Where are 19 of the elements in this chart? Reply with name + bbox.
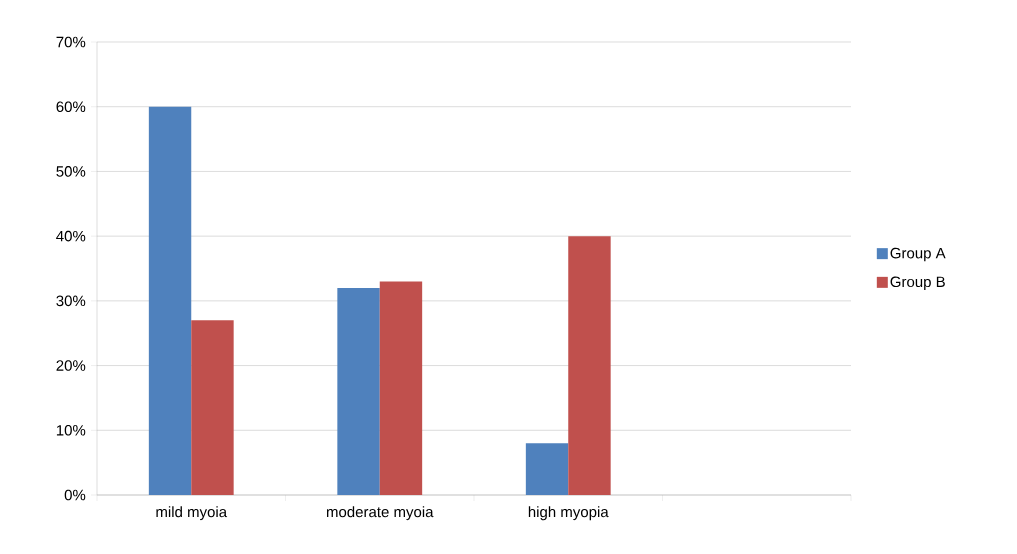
- bar: [525, 443, 569, 495]
- bar: [191, 320, 234, 495]
- y-tick-label: 10%: [56, 424, 86, 436]
- y-tick-label: 20%: [56, 360, 86, 371]
- bar: [148, 106, 192, 495]
- bar: [337, 287, 380, 495]
- x-tick-label: mild myoia: [156, 506, 228, 521]
- bar: [379, 281, 423, 495]
- x-tick-label: moderate myoia: [326, 506, 434, 521]
- y-tick-label: 70%: [56, 36, 86, 48]
- y-tick-label: 30%: [56, 295, 86, 307]
- y-tick-label: 60%: [56, 101, 86, 113]
- y-tick-label: 40%: [56, 230, 86, 242]
- y-tick-label: 0%: [64, 489, 86, 501]
- legend-label: Group B: [890, 276, 945, 291]
- legend-label: Group A: [890, 247, 946, 262]
- y-tick-label: 50%: [56, 166, 86, 177]
- bar: [568, 236, 611, 495]
- x-tick-label: high myopia: [528, 506, 609, 521]
